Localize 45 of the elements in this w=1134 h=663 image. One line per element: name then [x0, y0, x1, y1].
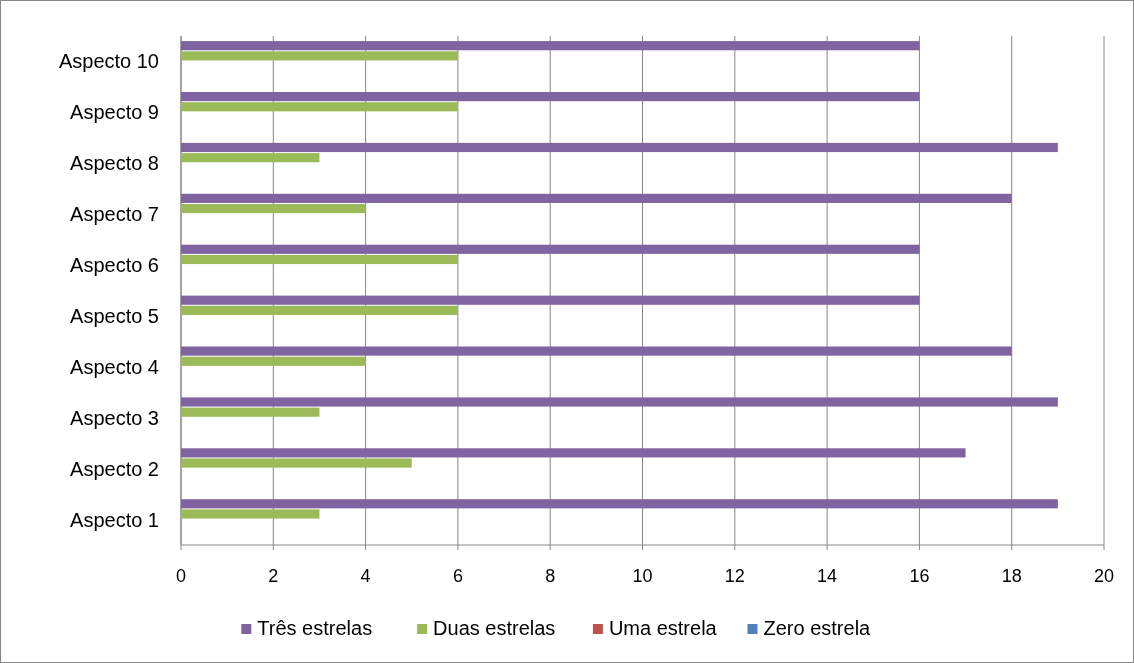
bar	[181, 305, 458, 315]
bar	[181, 142, 1058, 153]
x-tick-label: 0	[175, 566, 187, 586]
y-tick-label: Aspecto 5	[70, 304, 159, 327]
y-tick-label: Aspecto 9	[70, 101, 159, 124]
y-tick-label: Aspecto 6	[70, 254, 159, 277]
y-tick-label: Aspecto 1	[70, 508, 159, 531]
bar	[181, 203, 366, 214]
bar	[181, 346, 1012, 356]
x-tick-label: 16	[909, 566, 930, 586]
bar	[181, 102, 458, 112]
y-tick-label: Aspecto 7	[70, 203, 159, 226]
x-tick-label: 8	[545, 566, 556, 586]
bar	[181, 41, 920, 51]
x-tick-label: 12	[724, 566, 745, 586]
legend-label: Três estrelas	[257, 617, 373, 639]
x-tick-label: 4	[360, 566, 371, 586]
x-tick-label: 2	[268, 566, 279, 586]
y-tick-label: Aspecto 8	[70, 152, 159, 175]
bar	[181, 254, 458, 265]
legend-label: Uma estrela	[608, 617, 718, 639]
x-tick-label: 10	[632, 566, 653, 586]
bar	[181, 458, 412, 468]
legend-label: Zero estrela	[763, 617, 872, 639]
x-tick-label: 14	[817, 566, 838, 586]
bar	[181, 193, 1012, 203]
bar	[181, 244, 920, 254]
bar	[181, 407, 320, 417]
bar	[181, 91, 920, 102]
x-tick-label: 20	[1093, 566, 1115, 586]
bar	[181, 356, 366, 366]
y-tick-label: Aspecto 2	[70, 457, 159, 480]
y-tick-label: Aspecto 3	[70, 406, 159, 429]
x-tick-label: 18	[1001, 566, 1022, 586]
legend-label: Duas estrelas	[433, 617, 556, 639]
bar	[181, 448, 966, 458]
y-tick-label: Aspecto 4	[70, 355, 159, 378]
x-tick-label: 6	[452, 566, 463, 586]
bar	[181, 51, 458, 61]
bar	[181, 153, 320, 163]
bar	[181, 499, 1058, 509]
y-tick-label: Aspecto 10	[58, 50, 159, 73]
bar	[181, 295, 920, 305]
bar	[181, 509, 320, 519]
bar	[181, 397, 1058, 407]
